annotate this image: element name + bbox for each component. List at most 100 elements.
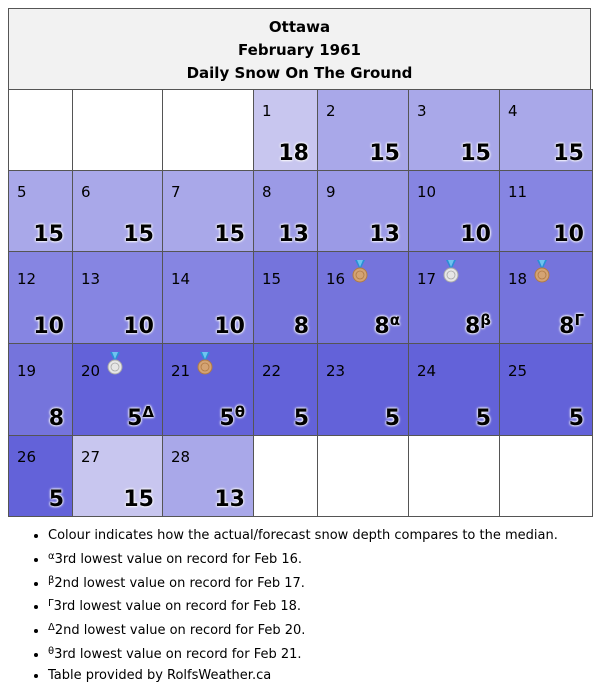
snow-depth-value: 10 <box>553 222 584 247</box>
calendar-day-cell: 23 5 <box>317 343 409 436</box>
footnote-item: β2nd lowest value on record for Feb 17. <box>48 571 558 595</box>
day-number: 15 <box>262 270 282 288</box>
calendar-day-cell: 3 15 <box>408 89 500 171</box>
footnote-item: α3rd lowest value on record for Feb 16. <box>48 547 558 571</box>
snow-depth-value: 10 <box>33 314 64 339</box>
calendar-empty-cell <box>253 435 318 517</box>
calendar-empty-cell <box>8 89 73 171</box>
snow-depth-value: 15 <box>123 222 154 247</box>
calendar-day-cell: 2 15 <box>317 89 409 171</box>
snow-depth-value: 18 <box>278 141 309 166</box>
snow-depth-value: 5 <box>475 406 491 431</box>
calendar-grid: 1 18 2 15 3 15 4 15 5 15 6 15 7 15 8 13 9 13 10 10 11 10 12 10 1… <box>8 89 593 517</box>
snow-depth-value: 13 <box>278 222 309 247</box>
day-number: 13 <box>81 270 101 288</box>
calendar-day-cell: 13 10 <box>72 251 163 344</box>
snow-depth-value: 8α <box>374 311 400 339</box>
calendar-empty-cell <box>499 435 593 517</box>
day-number: 4 <box>508 102 518 120</box>
day-number: 2 <box>326 102 336 120</box>
day-number: 7 <box>171 183 181 201</box>
calendar-week-row: 5 15 6 15 7 15 8 13 9 13 10 10 11 10 <box>8 170 593 252</box>
day-number: 10 <box>417 183 437 201</box>
day-number: 24 <box>417 362 437 380</box>
day-number: 28 <box>171 448 191 466</box>
snow-depth-value: 13 <box>369 222 400 247</box>
day-number: 5 <box>17 183 27 201</box>
calendar-empty-cell <box>408 435 500 517</box>
snow-depth-value: 15 <box>460 141 491 166</box>
bronze-medal-icon <box>352 260 368 283</box>
silver-medal-icon <box>443 260 459 283</box>
calendar-day-cell: 15 8 <box>253 251 318 344</box>
record-marker: Δ <box>142 403 154 421</box>
day-number: 9 <box>326 183 336 201</box>
day-number: 14 <box>171 270 191 288</box>
snow-depth-value: 5 <box>293 406 309 431</box>
snow-depth-value: 5θ <box>219 403 245 431</box>
calendar-day-cell: 22 5 <box>253 343 318 436</box>
footnote-item: Δ2nd lowest value on record for Feb 20. <box>48 618 558 642</box>
snow-depth-value: 5 <box>48 487 64 512</box>
footnote-item: θ3rd lowest value on record for Feb 21. <box>48 642 558 666</box>
calendar-day-cell: 8 13 <box>253 170 318 252</box>
calendar-empty-cell <box>72 89 163 171</box>
day-number: 26 <box>17 448 37 466</box>
snow-depth-value: 15 <box>214 222 245 247</box>
calendar-day-cell: 9 13 <box>317 170 409 252</box>
day-number: 21 <box>171 362 191 380</box>
snow-depth-value: 15 <box>369 141 400 166</box>
snow-depth-value: 5Δ <box>127 403 154 431</box>
snow-depth-value: 15 <box>553 141 584 166</box>
calendar-day-cell: 10 10 <box>408 170 500 252</box>
day-number: 22 <box>262 362 282 380</box>
record-marker: β <box>480 311 491 329</box>
chart-subtitle: Daily Snow On The Ground <box>186 64 413 82</box>
snow-depth-value: 8Γ <box>559 311 584 339</box>
city-title: Ottawa <box>268 18 331 36</box>
calendar-day-cell: 24 5 <box>408 343 500 436</box>
record-marker: θ <box>234 403 245 421</box>
calendar-week-row: 1 18 2 15 3 15 4 15 <box>8 89 593 171</box>
calendar-day-cell: 28 13 <box>162 435 254 517</box>
snow-depth-value: 13 <box>214 487 245 512</box>
calendar-day-cell: 17 8β <box>408 251 500 344</box>
footnote-item: Table provided by RolfsWeather.ca <box>48 666 558 687</box>
day-number: 19 <box>17 362 37 380</box>
calendar-day-cell: 6 15 <box>72 170 163 252</box>
calendar-day-cell: 21 5θ <box>162 343 254 436</box>
day-number: 18 <box>508 270 528 288</box>
calendar-empty-cell <box>162 89 254 171</box>
calendar-day-cell: 20 5Δ <box>72 343 163 436</box>
calendar-week-row: 19 8 20 5Δ 21 5θ 22 5 23 5 24 5 25 5 <box>8 343 593 436</box>
day-number: 17 <box>417 270 437 288</box>
snow-depth-value: 15 <box>33 222 64 247</box>
bronze-medal-icon <box>534 260 550 283</box>
calendar-day-cell: 11 10 <box>499 170 593 252</box>
calendar-day-cell: 4 15 <box>499 89 593 171</box>
snow-depth-value: 8 <box>293 314 309 339</box>
calendar-week-row: 26 5 27 15 28 13 <box>8 435 593 517</box>
snow-depth-value: 8β <box>464 311 491 339</box>
calendar-day-cell: 27 15 <box>72 435 163 517</box>
calendar-day-cell: 5 15 <box>8 170 73 252</box>
calendar-week-row: 12 10 13 10 14 10 15 8 16 8α 17 8β 18 8Γ <box>8 251 593 344</box>
calendar-day-cell: 25 5 <box>499 343 593 436</box>
snow-depth-value: 5 <box>568 406 584 431</box>
bronze-medal-icon <box>197 352 213 375</box>
record-marker: Γ <box>574 311 584 329</box>
calendar-day-cell: 12 10 <box>8 251 73 344</box>
day-number: 1 <box>262 102 272 120</box>
snow-depth-value: 10 <box>123 314 154 339</box>
calendar-day-cell: 1 18 <box>253 89 318 171</box>
snow-depth-value: 8 <box>48 406 64 431</box>
month-title: February 1961 <box>238 41 361 59</box>
calendar-day-cell: 7 15 <box>162 170 254 252</box>
snow-depth-value: 5 <box>384 406 400 431</box>
day-number: 20 <box>81 362 101 380</box>
snow-depth-value: 15 <box>123 487 154 512</box>
day-number: 27 <box>81 448 101 466</box>
day-number: 11 <box>508 183 528 201</box>
day-number: 6 <box>81 183 91 201</box>
calendar-day-cell: 18 8Γ <box>499 251 593 344</box>
